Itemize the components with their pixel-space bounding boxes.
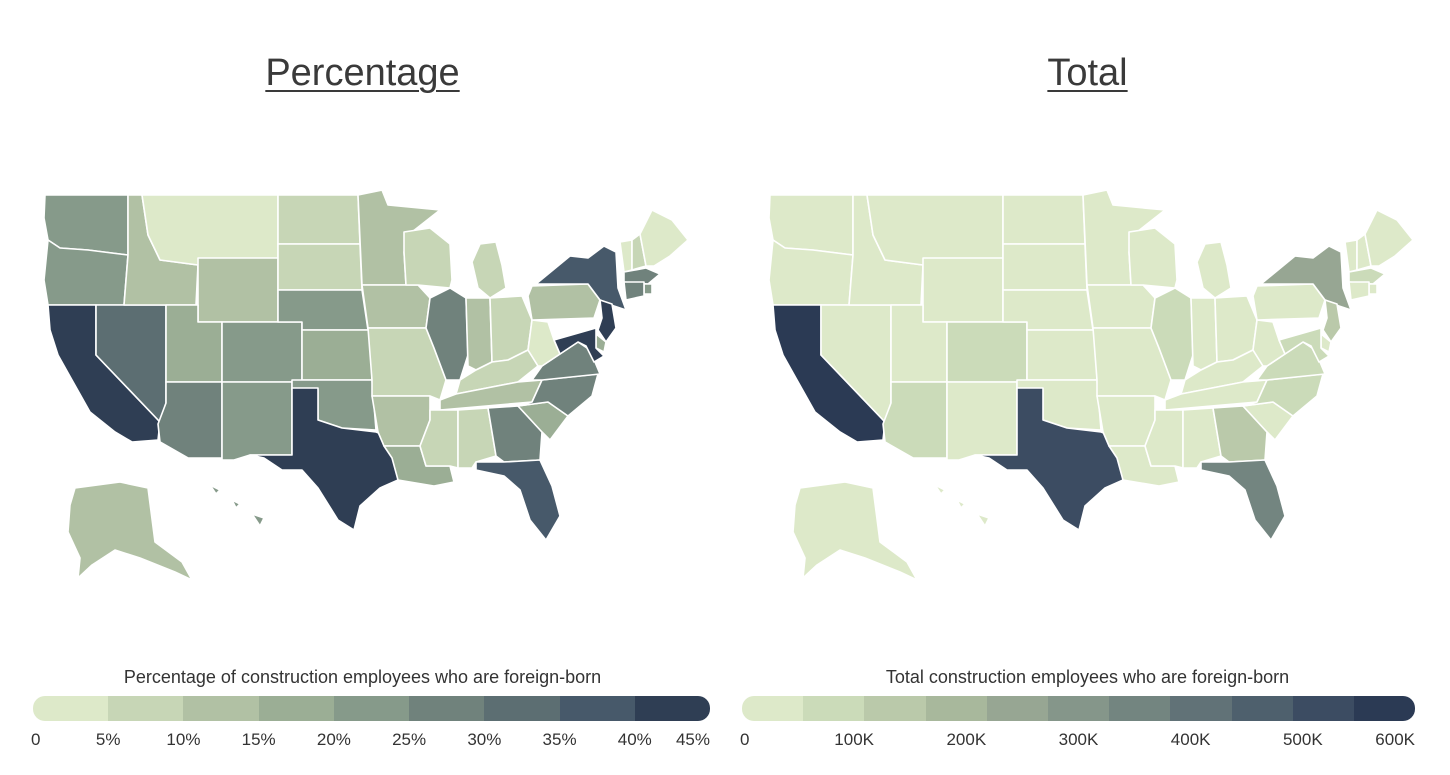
legend-swatch — [1231, 696, 1293, 721]
legend-swatch — [1109, 696, 1171, 721]
legend-color-scale — [742, 696, 1415, 721]
legend-tick-label: 5% — [95, 730, 121, 749]
legend-swatch — [742, 696, 804, 721]
state-md — [1278, 327, 1330, 363]
map-title: Total — [1047, 52, 1128, 94]
percentage-map-panel: Percentage Percentage of construction em… — [31, 52, 710, 754]
state-wi — [1128, 227, 1178, 289]
state-nd — [1002, 194, 1086, 245]
legend-tick-label: 100K — [834, 730, 875, 749]
state-ma — [623, 267, 661, 285]
state-mi — [1196, 241, 1232, 299]
state-ar — [371, 395, 431, 447]
state-ia — [1086, 284, 1156, 329]
state-wi — [403, 227, 453, 289]
state-nm — [946, 381, 1018, 461]
total-map-panel: Total Total construction employees who a… — [725, 0, 1450, 775]
legend-title: Percentage of construction employees who… — [123, 667, 602, 687]
state-wy — [197, 257, 279, 323]
legend-tick-label: 200K — [946, 730, 987, 749]
state-az — [157, 381, 223, 459]
state-ia — [361, 284, 431, 329]
legend-swatch — [333, 696, 410, 721]
state-ks — [301, 329, 373, 381]
legend-swatch — [33, 696, 109, 721]
legend-tick-labels: 0 100K 200K 300K 400K 500K 600K — [740, 730, 1415, 754]
legend-tick-label: 40% — [617, 730, 652, 749]
legend-title: Total construction employees who are for… — [885, 667, 1290, 687]
state-sd — [277, 243, 363, 291]
state-in — [1190, 297, 1218, 371]
state-tx — [974, 387, 1124, 531]
legend-tick-label: 500K — [1282, 730, 1323, 749]
state-ak — [67, 481, 193, 581]
legend-swatch — [634, 696, 710, 721]
legend-swatch — [986, 696, 1048, 721]
state-nc — [517, 373, 599, 417]
state-nd — [277, 194, 361, 245]
legend-swatch — [925, 696, 987, 721]
state-ct — [623, 281, 645, 301]
state-ma — [1348, 267, 1386, 285]
state-ak — [792, 481, 918, 581]
legend-swatch — [108, 696, 184, 721]
legend-tick-label: 300K — [1058, 730, 1099, 749]
state-vt — [619, 239, 633, 273]
state-ny — [535, 245, 627, 311]
state-hi — [209, 484, 265, 527]
state-az — [882, 381, 948, 459]
state-tx — [249, 387, 399, 531]
state-in — [465, 297, 493, 371]
legend-tick-label: 20% — [316, 730, 351, 749]
state-ri — [643, 283, 653, 295]
state-md — [553, 327, 605, 363]
legend-tick-label: 35% — [542, 730, 577, 749]
state-ks — [1026, 329, 1098, 381]
state-nm — [221, 381, 293, 461]
legend-swatch — [183, 696, 259, 721]
state-co — [221, 321, 303, 383]
legend-tick-label: 0 — [31, 730, 41, 749]
legend-tick-label: 600K — [1375, 730, 1415, 749]
state-hi — [934, 484, 990, 527]
legend-swatch — [1292, 696, 1354, 721]
legend-tick-label: 25% — [392, 730, 427, 749]
legend-color-scale — [33, 696, 710, 721]
legend-tick-label: 30% — [467, 730, 502, 749]
legend-tick-label: 15% — [241, 730, 276, 749]
state-pa — [527, 283, 601, 321]
legend-tick-label: 400K — [1170, 730, 1211, 749]
legend-swatch — [484, 696, 560, 721]
state-me — [639, 209, 689, 267]
legend-swatch — [1353, 696, 1415, 721]
legend-swatch — [409, 696, 485, 721]
state-fl — [1200, 459, 1286, 541]
us-map-percentage — [43, 189, 689, 581]
legend-tick-labels: 0 5% 10% 15% 20% 25% 30% 35% 40% 45% — [31, 730, 710, 754]
state-ar — [1096, 395, 1156, 447]
legend-swatch — [258, 696, 334, 721]
state-sd — [1002, 243, 1088, 291]
legend-swatch — [803, 696, 865, 721]
legend-swatch — [864, 696, 926, 721]
state-mi — [471, 241, 507, 299]
state-ri — [1368, 283, 1378, 295]
legend-tick-label: 10% — [166, 730, 201, 749]
legend-tick-label: 0 — [740, 730, 750, 749]
state-fl — [475, 459, 561, 541]
us-map-total — [768, 189, 1414, 581]
legend-tick-label: 45% — [675, 730, 710, 749]
state-ct — [1348, 281, 1370, 301]
state-vt — [1344, 239, 1358, 273]
state-wy — [922, 257, 1004, 323]
legend-swatch — [559, 696, 635, 721]
legend-swatch — [1047, 696, 1110, 721]
state-nc — [1242, 373, 1324, 417]
state-co — [946, 321, 1028, 383]
state-ny — [1260, 245, 1352, 311]
legend-swatch — [1170, 696, 1232, 721]
state-pa — [1252, 283, 1326, 321]
map-title: Percentage — [265, 52, 460, 94]
state-me — [1364, 209, 1414, 267]
